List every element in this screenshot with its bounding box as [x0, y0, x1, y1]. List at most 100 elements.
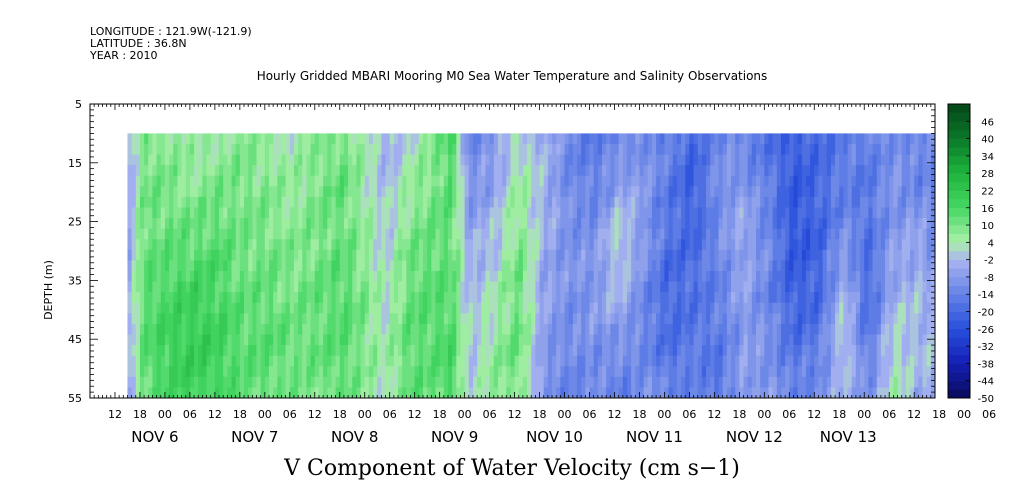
heatmap-cell	[373, 366, 378, 378]
heatmap-cell	[843, 133, 848, 145]
heatmap-cell	[739, 334, 744, 346]
heatmap-cell	[223, 366, 228, 378]
heatmap-cell	[327, 143, 332, 155]
heatmap-cell	[406, 281, 411, 293]
heatmap-cell	[830, 260, 836, 272]
heatmap-cell	[543, 376, 549, 388]
heatmap-cell	[710, 228, 715, 240]
heatmap-cell	[177, 387, 182, 399]
heatmap-cell	[672, 133, 678, 145]
heatmap-cell	[801, 345, 807, 357]
heatmap-cell	[701, 313, 707, 325]
heatmap-cell	[335, 239, 341, 251]
heatmap-cell	[760, 207, 765, 219]
heatmap-cell	[868, 207, 873, 219]
heatmap-cell	[618, 186, 624, 198]
heatmap-cell	[219, 260, 224, 272]
heatmap-cell	[664, 323, 669, 335]
heatmap-cell	[377, 175, 382, 187]
heatmap-cell	[348, 143, 353, 155]
heatmap-cell	[926, 207, 932, 219]
heatmap-cell	[364, 186, 370, 198]
heatmap-cell	[543, 133, 549, 145]
heatmap-cell	[248, 292, 253, 304]
heatmap-cell	[731, 249, 736, 261]
heatmap-cell	[889, 154, 894, 166]
heatmap-cell	[743, 260, 749, 272]
heatmap-cell	[668, 281, 674, 293]
heatmap-cell	[631, 218, 636, 230]
heatmap-cell	[181, 175, 187, 187]
heatmap-cell	[672, 281, 678, 293]
heatmap-cell	[789, 366, 794, 378]
heatmap-cell	[502, 207, 507, 219]
heatmap-cell	[639, 313, 645, 325]
heatmap-cell	[901, 302, 907, 314]
heatmap-cell	[181, 249, 187, 261]
heatmap-cell	[177, 355, 182, 367]
heatmap-cell	[668, 133, 674, 145]
heatmap-cell	[797, 292, 803, 304]
heatmap-cell	[764, 249, 769, 261]
heatmap-cell	[377, 387, 382, 399]
heatmap-cell	[310, 186, 316, 198]
heatmap-cell	[189, 133, 195, 145]
heatmap-cell	[202, 133, 207, 145]
heatmap-cell	[227, 260, 232, 272]
heatmap-cell	[418, 323, 424, 335]
heatmap-cell	[164, 218, 170, 230]
heatmap-cell	[926, 186, 932, 198]
heatmap-cell	[880, 133, 886, 145]
heatmap-cell	[339, 292, 345, 304]
heatmap-cell	[926, 387, 932, 399]
heatmap-cell	[235, 345, 241, 357]
heatmap-cell	[651, 154, 657, 166]
heatmap-cell	[572, 313, 578, 325]
heatmap-cell	[485, 355, 490, 367]
heatmap-cell	[531, 239, 536, 251]
heatmap-cell	[718, 292, 724, 304]
heatmap-cell	[589, 302, 595, 314]
heatmap-cell	[797, 302, 803, 314]
heatmap-cell	[589, 207, 595, 219]
heatmap-cell	[239, 154, 245, 166]
heatmap-cell	[348, 175, 353, 187]
heatmap-cell	[377, 281, 382, 293]
heatmap-cell	[864, 133, 869, 145]
heatmap-cell	[156, 175, 162, 187]
heatmap-cell	[747, 165, 753, 177]
heatmap-cell	[169, 133, 174, 145]
heatmap-cell	[885, 281, 890, 293]
heatmap-cell	[780, 218, 786, 230]
heatmap-cell	[464, 260, 470, 272]
heatmap-cell	[756, 260, 761, 272]
heatmap-cell	[614, 302, 620, 314]
heatmap-cell	[664, 196, 669, 208]
heatmap-cell	[181, 345, 187, 357]
heatmap-cell	[693, 239, 699, 251]
heatmap-cell	[173, 387, 178, 399]
heatmap-cell	[472, 260, 478, 272]
heatmap-cell	[244, 270, 249, 282]
heatmap-cell	[805, 281, 811, 293]
heatmap-cell	[368, 355, 374, 367]
heatmap-cell	[626, 376, 632, 388]
heatmap-cell	[926, 133, 932, 145]
heatmap-cell	[851, 154, 857, 166]
heatmap-cell	[664, 292, 669, 304]
heatmap-cell	[872, 313, 878, 325]
heatmap-cell	[398, 270, 403, 282]
heatmap-cell	[219, 228, 224, 240]
heatmap-cell	[356, 143, 361, 155]
heatmap-cell	[531, 270, 536, 282]
heatmap-cell	[402, 218, 407, 230]
heatmap-cell	[381, 218, 386, 230]
heatmap-cell	[818, 218, 824, 230]
heatmap-cell	[751, 228, 757, 240]
heatmap-cell	[514, 260, 520, 272]
heatmap-cell	[893, 207, 898, 219]
heatmap-cell	[547, 218, 553, 230]
heatmap-cell	[510, 302, 515, 314]
heatmap-cell	[552, 270, 557, 282]
heatmap-cell	[602, 207, 607, 219]
